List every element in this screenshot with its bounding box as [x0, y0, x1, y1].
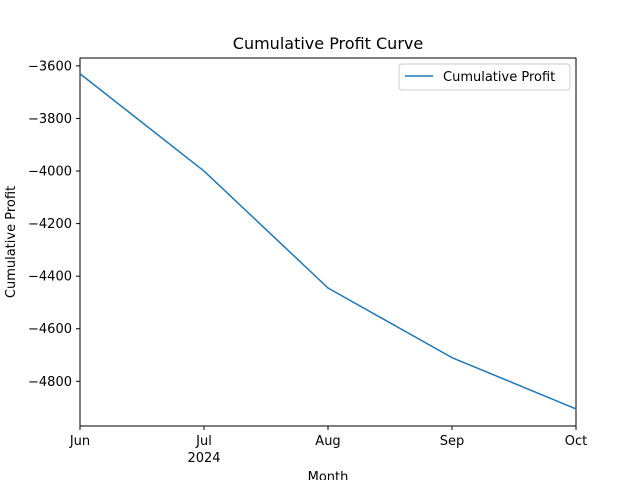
- y-tick-label: −4800: [28, 375, 72, 390]
- chart-title: Cumulative Profit Curve: [233, 34, 423, 53]
- x-tick-label: Aug: [315, 434, 340, 449]
- data-point: [79, 73, 81, 75]
- y-tick-label: −3800: [28, 112, 72, 127]
- data-point: [575, 408, 577, 410]
- y-tick-label: −3600: [28, 59, 72, 74]
- x-tick-label: Jun: [69, 434, 90, 449]
- data-point: [451, 356, 453, 359]
- data-point: [203, 170, 205, 172]
- plot-area: [79, 57, 577, 427]
- x-tick-label: Sep: [440, 434, 465, 449]
- y-tick-label: −4000: [28, 165, 72, 180]
- y-tick-label: −4600: [28, 322, 72, 337]
- x-axis: Jun Jul 2024 Aug Sep Oct: [69, 426, 587, 466]
- x-tick-label: Oct: [565, 434, 587, 449]
- x-tick-label: Jul: [195, 434, 212, 449]
- series-lines: [79, 73, 577, 410]
- x-tick-year-label: 2024: [187, 451, 220, 466]
- x-axis-label: Month: [308, 470, 349, 480]
- legend-label: Cumulative Profit: [443, 70, 555, 85]
- legend-box: [398, 63, 571, 91]
- y-tick-label: −4400: [28, 270, 72, 285]
- y-tick-label: −4200: [28, 217, 72, 232]
- y-axis-label: Cumulative Profit: [4, 186, 19, 298]
- data-point: [327, 287, 329, 289]
- y-axis: −3600 −3800 −4000 −4200 −4400 −4600 −4800: [28, 59, 80, 390]
- legend: Cumulative Profit: [398, 63, 571, 91]
